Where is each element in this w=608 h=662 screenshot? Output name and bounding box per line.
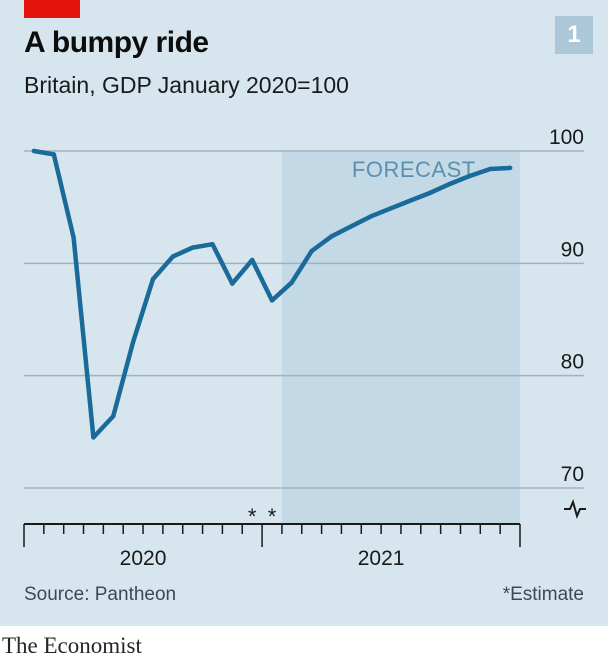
data-point-2021-05 xyxy=(369,213,374,219)
data-point-2020-02 xyxy=(71,235,76,240)
y-tick-label-80: 80 xyxy=(561,351,584,374)
data-point-2021-04 xyxy=(349,224,354,229)
data-point-2020-03 xyxy=(91,435,96,440)
data-point-2019-12 xyxy=(31,148,37,154)
data-point-2021-12 xyxy=(507,165,513,171)
data-point-2020-07 xyxy=(170,254,175,259)
data-point-2021-03 xyxy=(329,234,334,239)
y-tick-label-90: 90 xyxy=(561,238,584,261)
data-point-2021-08 xyxy=(428,190,433,195)
estimate-footnote: *Estimate xyxy=(502,584,584,605)
brand-red-tag xyxy=(24,0,80,18)
data-point-2020-12 xyxy=(269,298,275,303)
chart-number-badge: 1 xyxy=(555,16,593,54)
data-point-2021-02 xyxy=(309,248,314,254)
estimate-marker-2020-11: * xyxy=(248,504,257,529)
y-tick-label-70: 70 xyxy=(561,463,584,486)
estimate-marker-2020-12: * xyxy=(268,504,277,529)
data-point-2020-05 xyxy=(130,339,136,345)
data-point-2020-04 xyxy=(111,413,116,419)
data-point-2021-01 xyxy=(289,280,295,285)
data-point-2021-09 xyxy=(448,181,453,186)
forecast-shaded-region xyxy=(281,151,520,524)
x-tick-label-2021: 2021 xyxy=(358,547,405,570)
data-point-2021-07 xyxy=(408,198,414,203)
data-point-2020-08 xyxy=(190,245,195,250)
data-point-2020-09 xyxy=(210,242,215,247)
chart-panel: A bumpy ride Britain, GDP January 2020=1… xyxy=(0,0,608,626)
chart-subtitle: Britain, GDP January 2020=100 xyxy=(24,72,349,98)
data-point-2020-06 xyxy=(150,276,156,282)
y-axis-break-icon xyxy=(564,499,586,519)
brand-logo-text: The Economist xyxy=(2,633,142,658)
data-point-2021-10 xyxy=(468,173,473,178)
data-point-2020-10 xyxy=(230,281,235,286)
chart-title: A bumpy ride xyxy=(24,26,209,59)
y-tick-label-100: 100 xyxy=(549,126,584,149)
data-point-2021-06 xyxy=(388,206,394,211)
forecast-label: FORECAST xyxy=(352,157,476,182)
data-point-2020-01 xyxy=(51,152,56,157)
x-tick-label-2020: 2020 xyxy=(120,547,167,570)
source-note: Source: Pantheon xyxy=(24,584,177,605)
data-point-2021-11 xyxy=(488,166,493,172)
data-point-2020-11 xyxy=(249,257,255,263)
gdp-line-chart: 100 90 80 70 2020 2021 FORECAST * * xyxy=(23,126,586,570)
